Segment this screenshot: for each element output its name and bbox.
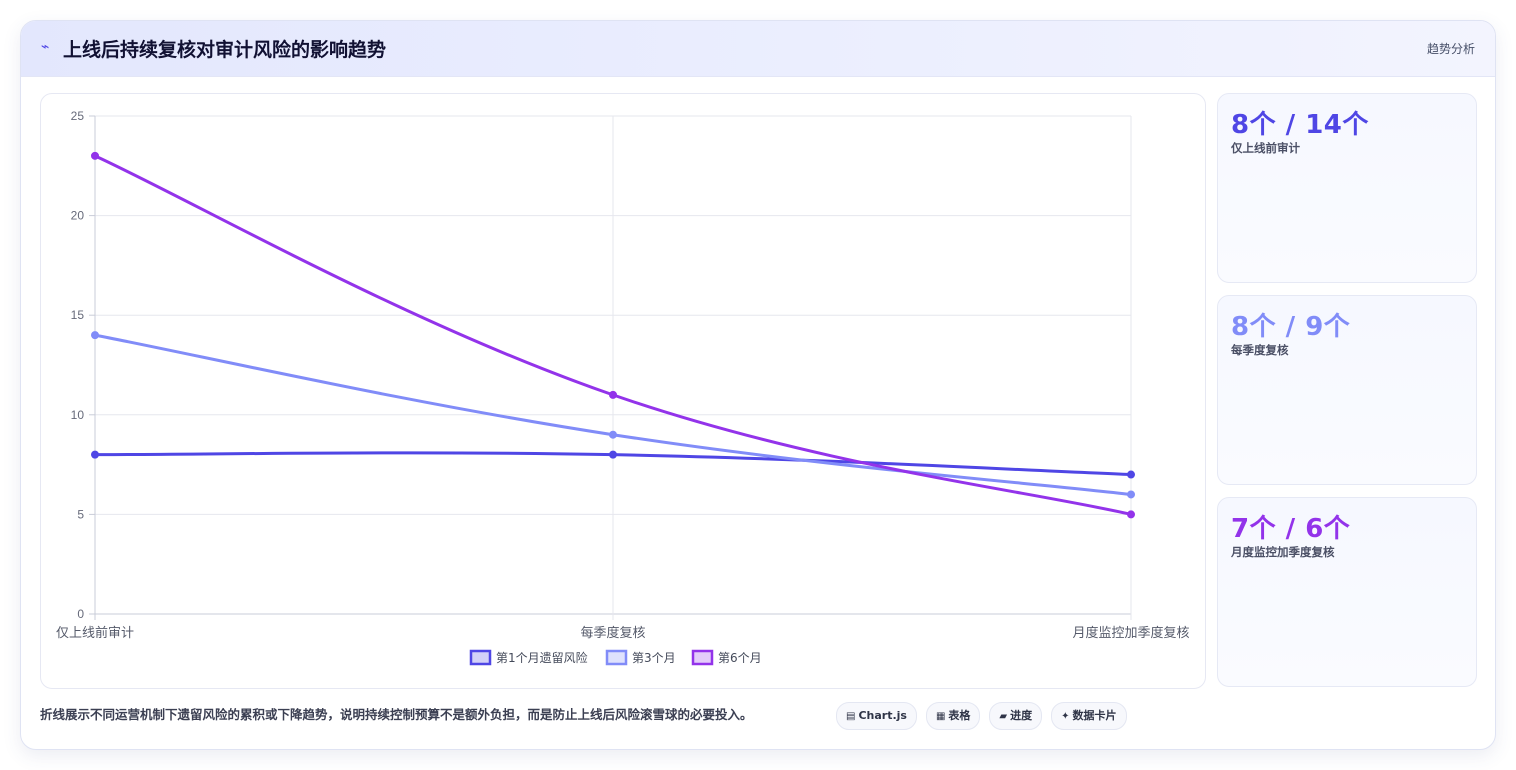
chip-data-cards[interactable]: ✦ 数据卡片 — [1051, 702, 1127, 730]
data-point — [1127, 510, 1135, 519]
chart-note: 折线展示不同运营机制下遗留风险的累积或下降趋势，说明持续控制预算不是额外负担，而… — [40, 707, 753, 722]
data-point — [609, 390, 617, 399]
stat-label: 月度监控加季度复核 — [1231, 545, 1335, 559]
category-tag: 趋势分析 — [1426, 42, 1475, 56]
chart-panel: 0 5 10 15 20 25 仅上线前审计 每季度复核 月度监控加季度复核第1个月遗留风险 第3… — [40, 93, 1206, 689]
progress-icon: ▰ — [999, 711, 1008, 722]
y-tick-label: 10 — [71, 408, 85, 422]
chip-label: 表格 — [948, 709, 971, 722]
pulse-icon: ⌁ — [41, 39, 50, 55]
x-tick-label: 仅上线前审计 — [56, 625, 134, 641]
table-icon: ▦ — [935, 711, 946, 722]
legend-swatch — [469, 649, 492, 666]
chip-label: 数据卡片 — [1072, 709, 1117, 722]
stat-value: 7个 / 6个 — [1231, 514, 1351, 544]
y-tick-label: 25 — [71, 109, 85, 123]
stat-card-quarterly: 8个 / 9个 每季度复核 — [1217, 295, 1477, 485]
stat-value: 8个 / 14个 — [1231, 110, 1369, 140]
sparkle-icon: ✦ — [1061, 711, 1070, 722]
chart-icon: ▤ — [846, 711, 856, 722]
data-point — [1127, 470, 1135, 479]
data-point — [91, 331, 99, 340]
data-point — [1127, 490, 1135, 499]
chip-label: 进度 — [1010, 709, 1033, 722]
card-header: ⌁ 上线后持续复核对审计风险的影响趋势 趋势分析 — [21, 21, 1495, 77]
chip-label: Chart.js — [858, 709, 907, 722]
x-tick-label: 月度监控加季度复核 — [1072, 625, 1189, 641]
tech-chips: ▤ Chart.js ▦ 表格 ▰ 进度 ✦ 数据卡片 — [836, 702, 1127, 730]
data-point — [609, 450, 617, 459]
chip-table[interactable]: ▦ 表格 — [925, 702, 981, 730]
legend-label: 第3个月 — [632, 651, 676, 665]
legend-swatch — [691, 649, 714, 666]
legend-label: 第1个月遗留风险 — [496, 650, 588, 665]
data-point — [609, 430, 617, 439]
y-tick-label: 15 — [71, 308, 85, 322]
card-title: 上线后持续复核对审计风险的影响趋势 — [63, 39, 387, 61]
legend-swatch — [605, 649, 628, 666]
data-point — [91, 151, 99, 160]
trend-card: ⌁ 上线后持续复核对审计风险的影响趋势 趋势分析 0 5 10 15 20 25 仅上线前审… — [20, 20, 1496, 750]
stat-label: 每季度复核 — [1231, 343, 1289, 357]
chip-chartjs[interactable]: ▤ Chart.js — [836, 702, 917, 730]
y-tick-label: 5 — [77, 507, 84, 521]
y-tick-label: 20 — [71, 209, 85, 223]
stat-card-pre-launch: 8个 / 14个 仅上线前审计 — [1217, 93, 1477, 283]
legend-label: 第6个月 — [718, 651, 762, 665]
stat-card-monthly: 7个 / 6个 月度监控加季度复核 — [1217, 497, 1477, 687]
stat-label: 仅上线前审计 — [1231, 141, 1300, 155]
y-tick-label: 0 — [77, 607, 84, 621]
x-tick-label: 每季度复核 — [580, 625, 645, 641]
data-point — [91, 450, 99, 459]
chip-progress[interactable]: ▰ 进度 — [989, 702, 1043, 730]
stat-value: 8个 / 9个 — [1231, 312, 1351, 342]
